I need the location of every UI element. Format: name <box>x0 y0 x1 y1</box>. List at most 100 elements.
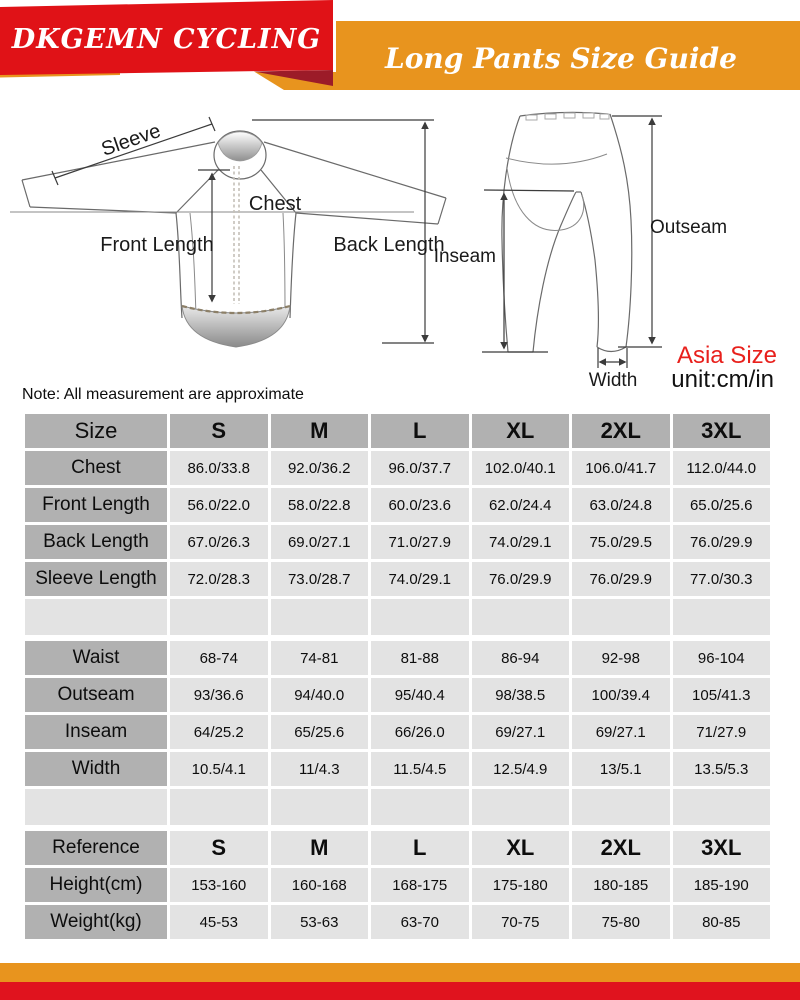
cell-value <box>572 789 670 825</box>
table-row-outseam: Outseam 93/36.6 94/40.0 95/40.4 98/38.5 100/3… <box>25 678 770 712</box>
cell-value: 175-180 <box>471 868 569 902</box>
footer-red-stripe <box>0 982 800 1000</box>
pants-inseam-label: Inseam <box>434 246 496 267</box>
table-row-waist: Waist 68-74 74-81 81-88 86-94 92-98 96-104 <box>25 641 770 675</box>
cell-value: 72.0/28.3 <box>170 562 268 596</box>
pants-width-label: Width <box>589 370 638 391</box>
cell-value: 3XL <box>672 831 770 865</box>
cell-value: 86-94 <box>471 641 569 675</box>
ribbon-fold-maroon <box>254 70 333 86</box>
cell-value: 94/40.0 <box>270 678 368 712</box>
cell-value: 153-160 <box>170 868 268 902</box>
table-row-weight-kg-: Weight(kg) 45-53 53-63 63-70 70-75 75-80 80-85 <box>25 905 770 939</box>
cell-value <box>371 789 469 825</box>
cell-value: 102.0/40.1 <box>471 451 569 485</box>
jersey-diagram: Sleeve Chest Front Length Back Length <box>10 116 447 348</box>
table-row-reference: Reference S M L XL 2XL 3XL <box>25 831 770 865</box>
cell-value: 180-185 <box>572 868 670 902</box>
inseam-arrow <box>482 189 575 353</box>
cell-value: 70-75 <box>471 905 569 939</box>
hem-stitch-line <box>181 304 291 315</box>
cell-value: 96.0/37.7 <box>371 451 469 485</box>
cell-value: 65.0/25.6 <box>672 488 770 522</box>
table-row-back-length: Back Length 67.0/26.3 69.0/27.1 71.0/27.9 74… <box>25 525 770 559</box>
jersey-back-length-label: Back Length <box>333 234 444 256</box>
cell-value: 71.0/27.9 <box>371 525 469 559</box>
table-row-inseam: Inseam 64/25.2 65/25.6 66/26.0 69/27.1 69/27.… <box>25 715 770 749</box>
cell-value: 69.0/27.1 <box>270 525 368 559</box>
cell-value: 92.0/36.2 <box>270 451 368 485</box>
cell-value: S <box>170 831 268 865</box>
cell-value: 53-63 <box>270 905 368 939</box>
cell-value: 66/26.0 <box>371 715 469 749</box>
cell-value <box>672 599 770 635</box>
row-label: Reference <box>25 831 167 865</box>
cell-value: 2XL <box>572 414 670 448</box>
cell-value: 12.5/4.9 <box>471 752 569 786</box>
cell-value: XL <box>471 831 569 865</box>
cell-value: L <box>371 414 469 448</box>
cell-value <box>471 599 569 635</box>
zipper-line <box>233 166 240 304</box>
cell-value: 67.0/26.3 <box>170 525 268 559</box>
cell-value: 76.0/29.9 <box>471 562 569 596</box>
ribbon-edge-sliver <box>0 71 120 78</box>
cell-value: 76.0/29.9 <box>672 525 770 559</box>
note-text: Note: All measurement are approximate <box>22 386 304 403</box>
cell-value: 11.5/4.5 <box>371 752 469 786</box>
cell-value: 76.0/29.9 <box>572 562 670 596</box>
row-label <box>25 789 167 825</box>
row-label: Outseam <box>25 678 167 712</box>
cell-value: 2XL <box>572 831 670 865</box>
pants-diagram: Inseam Outseam Width <box>434 111 727 391</box>
footer-orange-stripe <box>0 963 800 982</box>
row-label: Back Length <box>25 525 167 559</box>
cell-value: 96-104 <box>672 641 770 675</box>
cell-value: 11/4.3 <box>270 752 368 786</box>
cell-value: XL <box>471 414 569 448</box>
cell-value: 65/25.6 <box>270 715 368 749</box>
cell-value: 69/27.1 <box>471 715 569 749</box>
cell-value: 56.0/22.0 <box>170 488 268 522</box>
cell-value: M <box>270 414 368 448</box>
jersey-front-length-label: Front Length <box>100 234 213 256</box>
cell-value: 74-81 <box>270 641 368 675</box>
table-row-height-cm-: Height(cm) 153-160 160-168 168-175 175-180 18… <box>25 868 770 902</box>
cell-value <box>170 789 268 825</box>
cell-value: 45-53 <box>170 905 268 939</box>
cell-value <box>270 599 368 635</box>
table-row-size: Size S M L XL 2XL 3XL <box>25 414 770 448</box>
cell-value: 93/36.6 <box>170 678 268 712</box>
cell-value: 58.0/22.8 <box>270 488 368 522</box>
cell-value: 13.5/5.3 <box>672 752 770 786</box>
cell-value <box>270 789 368 825</box>
table-spacer-row <box>25 599 770 635</box>
table-row-sleeve-length: Sleeve Length 72.0/28.3 73.0/28.7 74.0/29.1… <box>25 562 770 596</box>
cell-value: 105/41.3 <box>672 678 770 712</box>
cell-value: 75.0/29.5 <box>572 525 670 559</box>
cell-value: L <box>371 831 469 865</box>
row-label: Width <box>25 752 167 786</box>
asia-size-label: Asia Size <box>677 342 777 369</box>
cell-value: 95/40.4 <box>371 678 469 712</box>
unit-label: unit:cm/in <box>671 366 774 393</box>
row-label: Chest <box>25 451 167 485</box>
cell-value <box>471 789 569 825</box>
pants-outseam-label: Outseam <box>650 217 727 238</box>
row-label: Size <box>25 414 167 448</box>
cell-value: 68-74 <box>170 641 268 675</box>
row-label: Waist <box>25 641 167 675</box>
table-spacer-row <box>25 789 770 825</box>
cell-value: 75-80 <box>572 905 670 939</box>
jersey-chest-label: Chest <box>249 193 302 215</box>
row-label: Sleeve Length <box>25 562 167 596</box>
cell-value: 69/27.1 <box>572 715 670 749</box>
cell-value: 81-88 <box>371 641 469 675</box>
width-arrow <box>597 348 628 368</box>
row-label <box>25 599 167 635</box>
cell-value <box>170 599 268 635</box>
table-row-front-length: Front Length 56.0/22.0 58.0/22.8 60.0/23.6 6… <box>25 488 770 522</box>
cell-value: 86.0/33.8 <box>170 451 268 485</box>
front-length-arrow <box>198 169 230 303</box>
cell-value: 73.0/28.7 <box>270 562 368 596</box>
